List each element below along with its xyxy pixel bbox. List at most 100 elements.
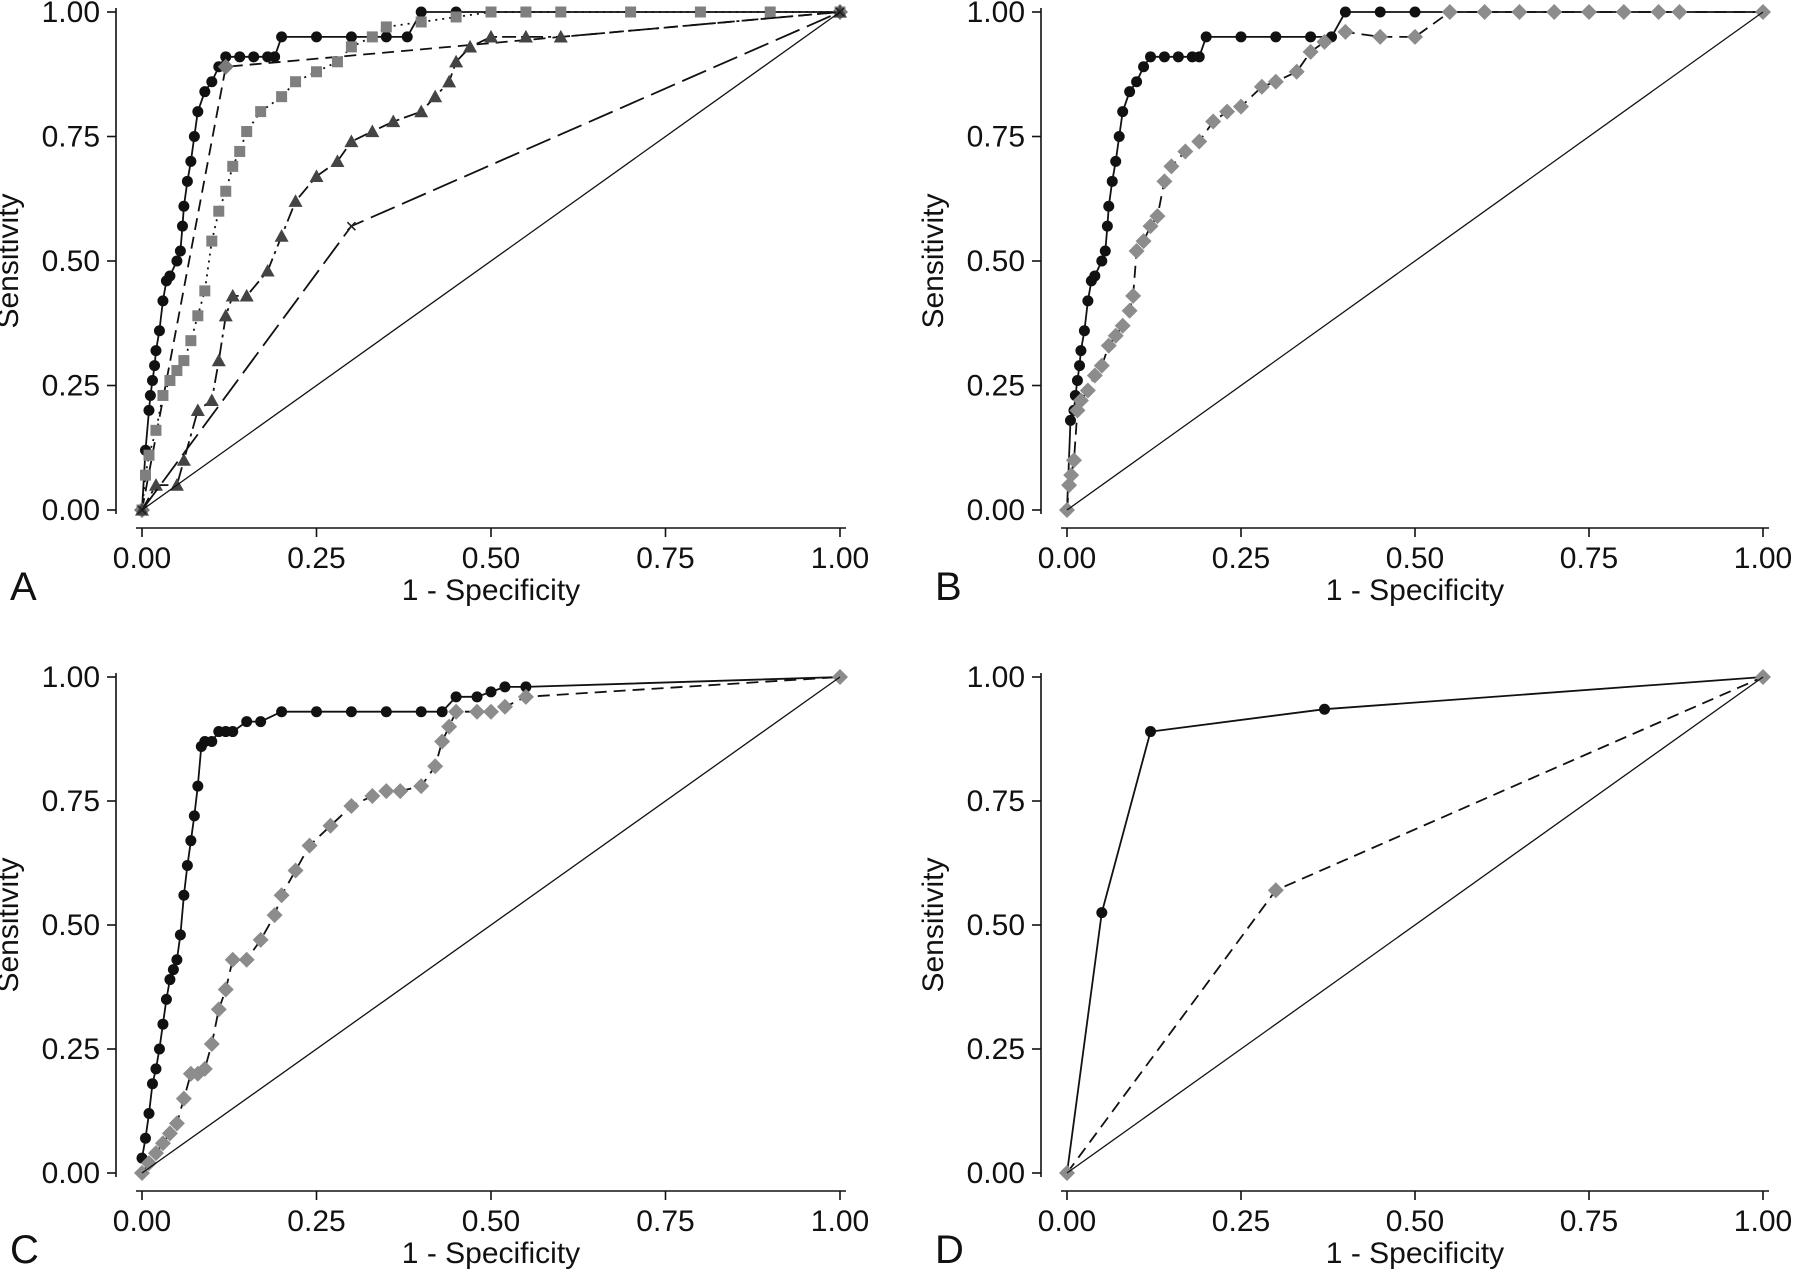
data-point: [153, 325, 165, 337]
data-point: [1079, 382, 1096, 399]
y-tick-label: 1.00: [42, 661, 100, 694]
data-point: [1267, 882, 1284, 899]
data-point: [1149, 208, 1166, 225]
data-point: [175, 1090, 192, 1107]
x-tick-label: 0.75: [636, 1205, 694, 1238]
data-point: [218, 308, 233, 322]
data-point: [469, 703, 486, 720]
data-point: [143, 404, 155, 416]
data-point: [1374, 6, 1386, 18]
data-point: [1172, 51, 1184, 63]
data-point: [386, 114, 401, 128]
y-axis-title: Sensitivity: [917, 193, 950, 328]
data-point: [176, 453, 191, 466]
data-point: [301, 837, 318, 854]
data-point: [1316, 33, 1333, 50]
data-point: [220, 51, 232, 63]
x-tick-label: 0.25: [1212, 542, 1270, 575]
data-point: [1124, 86, 1136, 98]
data-point: [1409, 6, 1421, 18]
data-point: [196, 1060, 213, 1077]
roc-panel-b: 0.00 0.25 0.50 0.75 1.00 0.00 0.25 0.50 0.75 1.00…: [917, 0, 1792, 609]
y-axis-title: Sensitivity: [0, 857, 25, 992]
data-point: [206, 235, 218, 247]
data-point: [380, 21, 392, 33]
series-3: [1066, 11, 1764, 511]
x-tick-label: 0.50: [1386, 1205, 1444, 1238]
data-point: [188, 810, 200, 822]
data-point: [150, 1063, 162, 1075]
data-point: [185, 335, 197, 347]
data-point: [1074, 360, 1086, 372]
data-point: [311, 31, 322, 43]
data-point: [1671, 4, 1688, 20]
data-point: [625, 6, 637, 18]
data-point: [1163, 158, 1180, 175]
data-point: [181, 859, 193, 871]
data-point: [485, 6, 497, 18]
x-tick-label: 0.00: [1038, 542, 1096, 575]
data-point: [1193, 51, 1205, 63]
data-point: [1106, 175, 1118, 187]
data-point: [1089, 270, 1101, 282]
panel-label: D: [935, 1228, 964, 1272]
data-point: [1288, 63, 1305, 80]
data-point: [171, 954, 183, 966]
data-point: [154, 1135, 171, 1152]
data-point: [499, 681, 511, 693]
x-tick-label: 0.00: [113, 542, 171, 575]
data-point: [484, 29, 498, 43]
series-line: [141, 676, 841, 1159]
data-point: [1142, 218, 1159, 235]
data-point: [555, 6, 567, 18]
data-point: [260, 263, 275, 277]
data-point: [225, 288, 240, 302]
y-tick-label: 0.00: [967, 494, 1025, 527]
data-point: [144, 389, 156, 401]
data-point: [1131, 76, 1143, 88]
data-point: [276, 706, 288, 718]
data-point: [1063, 467, 1080, 484]
data-point: [1219, 103, 1236, 120]
data-point: [274, 229, 289, 242]
data-point: [1100, 337, 1117, 354]
data-point: [1107, 327, 1124, 344]
data-point: [366, 31, 378, 43]
data-point: [192, 780, 204, 792]
x-tick-label: 0.75: [636, 542, 694, 575]
x-tick-label: 0.00: [113, 1205, 171, 1238]
data-point: [1441, 4, 1458, 20]
data-point: [1650, 4, 1667, 20]
panel-label: B: [935, 565, 962, 609]
x-tick-label: 0.50: [462, 542, 520, 575]
data-point: [147, 1145, 164, 1162]
data-point: [239, 288, 254, 302]
data-point: [345, 706, 357, 718]
data-point: [392, 783, 409, 800]
series-3: [1066, 676, 1764, 1174]
data-point: [190, 403, 205, 416]
data-point: [148, 478, 163, 491]
y-tick-label: 1.00: [967, 661, 1025, 694]
data-point: [694, 6, 706, 18]
y-tick-label: 0.25: [42, 1033, 100, 1066]
data-point: [1546, 4, 1563, 20]
y-tick-label: 0.75: [967, 121, 1025, 154]
data-point: [211, 353, 226, 367]
x-axis-title: 1 - Specificity: [1326, 1237, 1504, 1270]
data-point: [1319, 703, 1331, 715]
x-axis-title: 1 - Specificity: [402, 1237, 580, 1270]
series-2: [1059, 669, 1771, 1181]
data-point: [345, 41, 357, 53]
data-point: [1205, 113, 1222, 130]
y-tick-label: 0.75: [967, 785, 1025, 818]
data-point: [1110, 155, 1122, 167]
data-point: [1099, 245, 1111, 257]
data-point: [345, 31, 357, 43]
panel-label: C: [10, 1228, 39, 1272]
data-point: [290, 76, 302, 88]
series-3: [141, 676, 841, 1174]
data-point: [269, 51, 281, 63]
data-point: [241, 716, 253, 728]
data-point: [414, 104, 429, 118]
